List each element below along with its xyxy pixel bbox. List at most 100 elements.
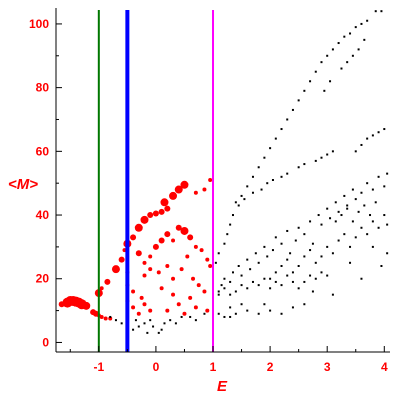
data-point-1-98 <box>360 22 363 25</box>
data-point-1-170 <box>280 284 283 287</box>
data-point-1-38 <box>246 258 249 261</box>
y-tick-label-4: 80 <box>36 81 50 95</box>
data-point-1-132 <box>286 258 289 261</box>
data-point-1-181 <box>303 303 306 306</box>
data-point-1-142 <box>343 233 346 236</box>
data-point-0-59 <box>176 302 181 307</box>
x-tick-label-2: 1 <box>210 360 217 374</box>
data-point-1-159 <box>217 293 220 296</box>
x-tick-label-0: -1 <box>93 360 104 374</box>
data-point-1-165 <box>251 280 254 283</box>
data-point-1-153 <box>346 207 349 210</box>
data-point-1-122 <box>286 172 289 175</box>
data-point-1-103 <box>357 48 360 51</box>
data-point-0-26 <box>158 208 165 215</box>
data-point-1-149 <box>383 214 386 217</box>
data-point-1-101 <box>380 10 383 13</box>
data-point-0-66 <box>131 305 136 310</box>
data-point-1-97 <box>354 26 357 29</box>
y-tick-label-3: 60 <box>36 144 50 158</box>
data-point-1-19 <box>157 331 160 334</box>
data-point-1-56 <box>326 207 329 210</box>
data-point-1-102 <box>351 54 354 57</box>
data-point-1-148 <box>377 226 380 229</box>
data-point-1-23 <box>246 309 249 312</box>
data-point-1-167 <box>263 277 266 280</box>
data-point-1-67 <box>377 175 380 178</box>
data-point-1-95 <box>343 35 346 38</box>
data-point-1-164 <box>246 287 249 290</box>
data-point-0-22 <box>134 223 143 232</box>
data-point-1-133 <box>291 271 294 274</box>
data-point-1-114 <box>383 128 386 131</box>
data-point-0-61 <box>159 286 164 291</box>
data-point-1-187 <box>349 261 352 264</box>
data-point-1-104 <box>363 38 366 41</box>
data-point-0-75 <box>205 308 210 313</box>
data-point-1-140 <box>331 252 334 255</box>
data-point-0-25 <box>152 210 159 217</box>
data-point-1-52 <box>309 220 312 223</box>
data-point-1-35 <box>231 271 234 274</box>
data-point-1-158 <box>374 201 377 204</box>
data-point-1-110 <box>360 143 363 146</box>
data-point-1-109 <box>354 150 357 153</box>
data-point-1-121 <box>280 175 283 178</box>
data-point-1-18 <box>146 331 149 334</box>
data-point-1-168 <box>269 287 272 290</box>
data-point-1-106 <box>346 61 349 64</box>
data-point-1-115 <box>314 159 317 162</box>
data-point-1-131 <box>280 265 283 267</box>
data-point-1-172 <box>291 280 294 283</box>
data-point-0-54 <box>179 267 184 272</box>
data-point-1-176 <box>314 277 317 280</box>
y-tick-label-1: 20 <box>36 272 50 286</box>
data-point-1-81 <box>263 156 266 159</box>
y-axis-title: <M> <box>8 176 38 193</box>
data-point-1-2 <box>132 328 135 331</box>
data-point-1-84 <box>280 128 283 131</box>
data-point-1-36 <box>237 265 240 267</box>
data-point-1-0 <box>120 322 123 325</box>
data-point-1-129 <box>269 277 272 280</box>
data-point-1-15 <box>203 312 206 315</box>
data-point-1-119 <box>297 166 300 169</box>
data-point-1-55 <box>320 223 323 226</box>
data-point-1-17 <box>109 315 112 318</box>
data-point-0-52 <box>165 264 170 268</box>
data-point-1-6 <box>134 319 137 322</box>
data-point-0-50 <box>148 267 153 272</box>
data-point-0-56 <box>191 276 196 281</box>
data-point-1-10 <box>169 319 172 322</box>
data-point-1-144 <box>354 236 357 239</box>
data-point-1-160 <box>223 287 226 290</box>
data-point-1-130 <box>274 271 277 274</box>
data-point-1-43 <box>266 255 269 258</box>
data-point-0-33 <box>202 187 207 192</box>
data-point-1-26 <box>280 312 283 315</box>
data-point-1-154 <box>351 220 354 223</box>
data-point-1-138 <box>320 255 323 258</box>
data-point-1-62 <box>351 188 354 191</box>
data-point-1-123 <box>266 182 269 185</box>
data-point-0-37 <box>148 254 153 259</box>
data-point-1-186 <box>371 245 374 248</box>
data-point-0-68 <box>142 302 147 307</box>
data-point-0-55 <box>185 254 190 259</box>
data-point-0-31 <box>180 180 189 189</box>
data-point-0-53 <box>171 276 176 281</box>
data-point-1-93 <box>331 48 334 51</box>
data-point-1-12 <box>180 315 183 318</box>
data-point-1-29 <box>240 303 243 306</box>
data-point-1-169 <box>274 280 277 283</box>
data-point-0-18 <box>118 256 125 263</box>
data-point-1-179 <box>229 315 232 318</box>
data-point-0-45 <box>193 244 198 249</box>
data-point-0-30 <box>174 185 183 194</box>
data-point-0-43 <box>180 226 189 235</box>
x-tick-label-1: 0 <box>153 360 160 374</box>
data-point-1-73 <box>226 233 229 236</box>
data-point-0-69 <box>148 308 153 313</box>
data-point-1-16 <box>114 319 117 322</box>
data-point-0-49 <box>142 273 147 278</box>
